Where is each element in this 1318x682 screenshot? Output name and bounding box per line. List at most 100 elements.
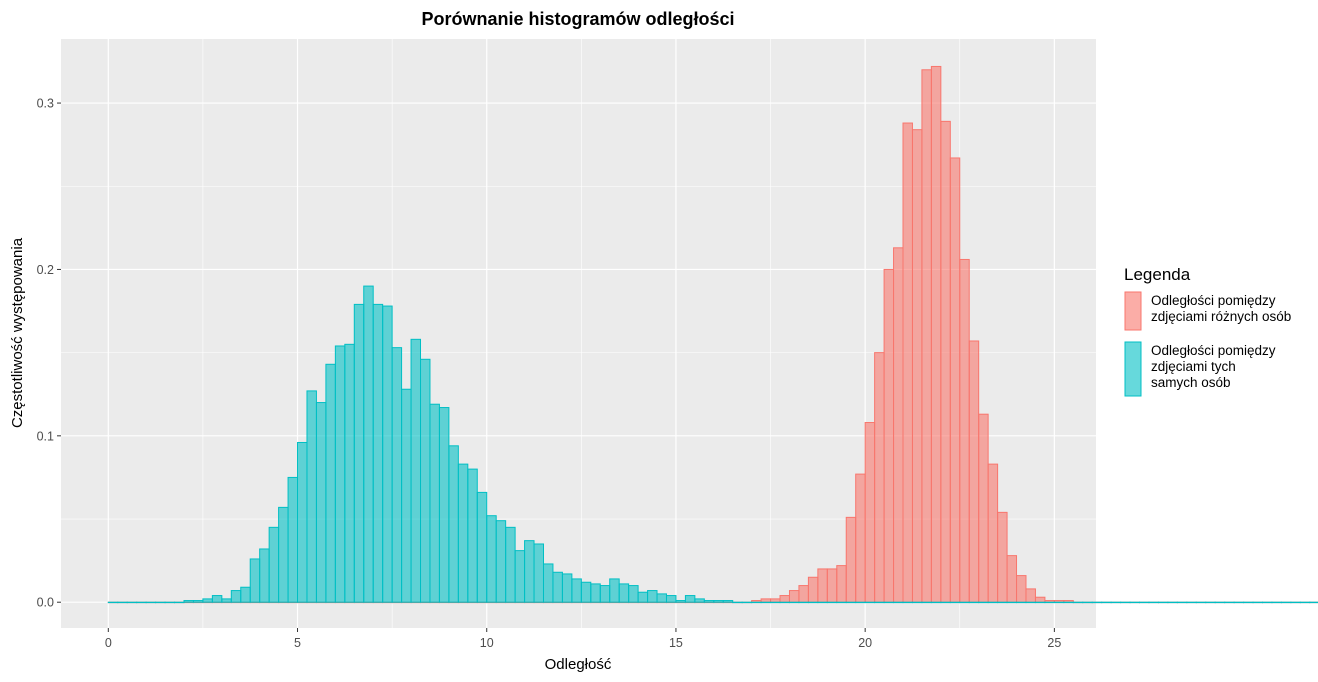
histogram-bar [609,578,620,603]
histogram-bar [902,122,913,603]
histogram-bar [864,422,876,603]
histogram-bar [675,600,686,603]
histogram-bar [571,578,582,603]
histogram-bar [192,600,204,603]
histogram-bar [694,598,705,603]
histogram-bar [344,343,355,603]
histogram-bars [107,65,1318,604]
histogram-bar [382,305,393,603]
histogram-bar [211,595,223,603]
histogram-bar [893,247,904,603]
histogram-bar [1006,555,1018,603]
histogram-bar [940,120,951,603]
legend-label: samych osób [1151,375,1231,390]
histogram-bar [467,468,478,603]
histogram-bar [230,590,242,603]
histogram-bar [713,600,724,603]
histogram-bar [249,558,261,603]
histogram-bar [580,581,592,603]
histogram-bar [949,157,961,603]
x-tick-label: 20 [858,636,872,650]
histogram-bar [883,268,895,603]
chart-title: Porównanie histogramów odległości [421,9,734,29]
histogram-bar [476,491,488,603]
histogram-bar [495,520,507,603]
histogram-bar [665,595,677,603]
histogram-bar [410,338,422,603]
histogram-bar [684,595,696,603]
histogram-bar [779,595,790,603]
histogram-bar [353,303,365,603]
x-tick-label: 10 [480,636,494,650]
histogram-bar [788,590,800,603]
histogram-bar [514,550,526,603]
histogram-bar [987,463,999,603]
histogram-bar [968,340,980,603]
x-tick-label: 15 [669,636,683,650]
histogram-bar [599,585,611,603]
histogram-bar [202,598,213,603]
histogram-bar [703,600,715,603]
histogram-bar [798,585,809,603]
histogram-bar [505,526,516,603]
histogram-bar [1016,575,1027,603]
histogram-bar [533,543,544,603]
histogram-bar [845,516,857,603]
histogram-bar [959,258,970,603]
histogram-bar [1025,588,1036,603]
histogram-bar [807,576,819,603]
y-tick-label: 0.3 [37,97,54,111]
histogram-bar [618,583,630,603]
histogram-bar [1034,596,1046,603]
y-axis-ticks: 0.0 0.1 0.2 0.3 [37,97,61,610]
histogram-bar [240,586,251,603]
histogram-bar [817,568,828,603]
histogram-bar [420,358,431,603]
histogram-bar [457,463,469,603]
histogram-bar [183,600,194,603]
legend-key [1124,291,1142,331]
histogram-bar [429,403,440,603]
histogram-bar [315,402,327,603]
histogram-bar [372,303,384,603]
histogram-bar [287,476,299,603]
histogram-bar [486,515,497,603]
histogram-bar [438,407,450,603]
histogram-bar [590,583,601,603]
x-axis-ticks: 0 5 10 15 20 25 [105,628,1061,650]
x-axis-title: Odległość [545,656,612,673]
histogram-bar [836,565,847,603]
histogram-bar [268,526,280,603]
legend-label: Odległości pomiędzy [1151,293,1276,308]
histogram-bar [930,65,942,603]
series-2 [107,285,1318,604]
y-tick-label: 0.1 [37,429,54,443]
histogram-bar [561,573,573,603]
histogram-bar [448,445,459,603]
legend-label: zdjęciami różnych osób [1151,309,1291,324]
histogram-bar [656,593,667,603]
histogram-bar [722,600,734,603]
legend-label: zdjęciami tych [1151,359,1236,374]
histogram-bar [334,345,346,603]
histogram-bar [978,413,989,603]
histogram-bar [997,511,1008,603]
y-axis-title: Częstotliwość występowania [9,237,26,428]
histogram-bar [874,352,885,603]
histogram-bar [221,598,232,603]
histogram-bar [647,590,658,603]
y-tick-label: 0.2 [37,263,54,277]
histogram-bar [278,506,289,603]
histogram-bar [401,388,412,603]
histogram-bar [637,591,649,603]
histogram-bar [524,540,535,603]
histogram-bar [542,563,554,603]
histogram-bar [552,571,563,603]
histogram-bar [306,390,317,603]
legend-title: Legenda [1124,265,1191,284]
histogram-bar [921,69,932,603]
x-tick-label: 0 [105,636,112,650]
